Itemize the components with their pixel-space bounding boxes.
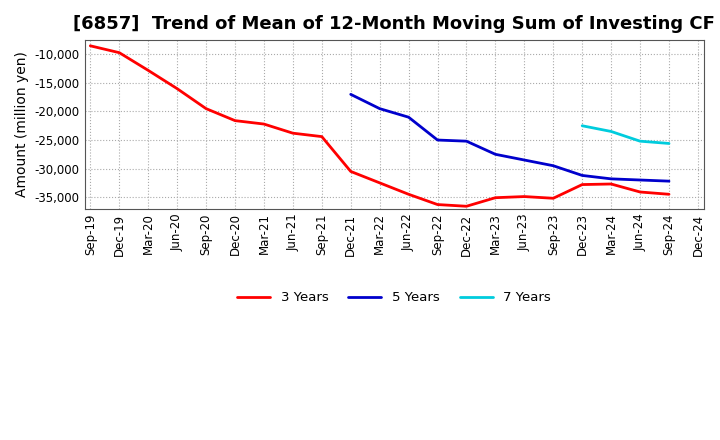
3 Years xyxy=(665,192,673,197)
3 Years xyxy=(144,68,153,73)
5 Years xyxy=(578,173,587,178)
3 Years xyxy=(636,189,644,194)
3 Years xyxy=(86,43,94,48)
5 Years xyxy=(375,106,384,111)
3 Years xyxy=(173,86,181,91)
Y-axis label: Amount (million yen): Amount (million yen) xyxy=(15,51,29,197)
3 Years xyxy=(260,121,269,127)
3 Years xyxy=(115,50,124,55)
3 Years xyxy=(491,195,500,200)
7 Years xyxy=(578,123,587,128)
5 Years xyxy=(520,158,528,163)
5 Years xyxy=(462,139,471,144)
3 Years xyxy=(289,131,297,136)
3 Years xyxy=(318,134,326,139)
3 Years xyxy=(462,204,471,209)
5 Years xyxy=(607,176,616,182)
5 Years xyxy=(491,152,500,157)
5 Years xyxy=(433,137,442,143)
Legend: 3 Years, 5 Years, 7 Years: 3 Years, 5 Years, 7 Years xyxy=(232,286,556,309)
Line: 7 Years: 7 Years xyxy=(582,126,669,143)
5 Years xyxy=(549,163,557,169)
3 Years xyxy=(607,181,616,187)
3 Years xyxy=(520,194,528,199)
3 Years xyxy=(433,202,442,207)
5 Years xyxy=(404,114,413,120)
Title: [6857]  Trend of Mean of 12-Month Moving Sum of Investing CF: [6857] Trend of Mean of 12-Month Moving … xyxy=(73,15,715,33)
5 Years xyxy=(636,177,644,183)
5 Years xyxy=(346,92,355,97)
7 Years xyxy=(636,139,644,144)
Line: 3 Years: 3 Years xyxy=(90,46,669,206)
Line: 5 Years: 5 Years xyxy=(351,94,669,181)
3 Years xyxy=(346,169,355,174)
3 Years xyxy=(404,192,413,197)
7 Years xyxy=(665,141,673,146)
3 Years xyxy=(375,180,384,186)
5 Years xyxy=(665,179,673,184)
3 Years xyxy=(549,196,557,201)
3 Years xyxy=(578,182,587,187)
7 Years xyxy=(607,129,616,134)
3 Years xyxy=(202,106,210,111)
3 Years xyxy=(230,118,239,123)
